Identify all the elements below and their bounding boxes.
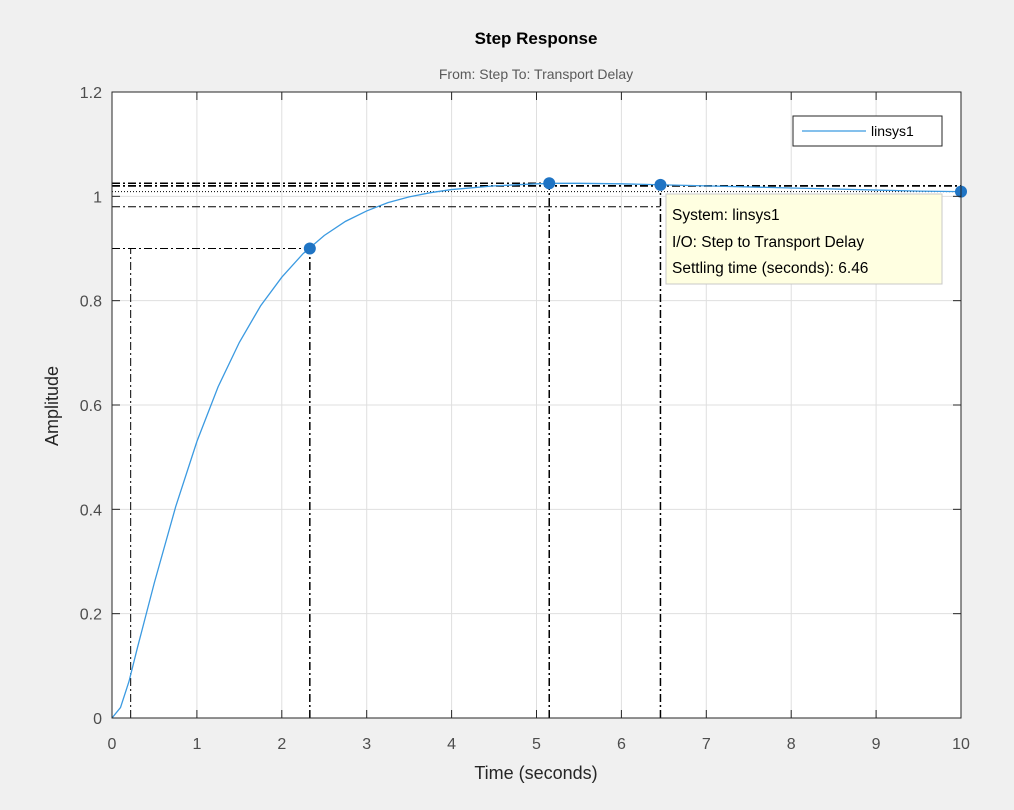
x-tick-label: 0 [108, 736, 117, 753]
chart-title: Step Response [475, 29, 598, 48]
chart-subtitle: From: Step To: Transport Delay [439, 66, 633, 82]
x-axis-label: Time (seconds) [474, 763, 597, 783]
x-tick-label: 6 [617, 736, 626, 753]
y-tick-labels: 0 0.2 0.4 0.6 0.8 1 1.2 [80, 85, 102, 728]
series-line-linsys1 [111, 182, 962, 719]
datatip-line-io: I/O: Step to Transport Delay [672, 234, 864, 251]
datatip-line-settling: Settling time (seconds): 6.46 [672, 260, 868, 277]
x-tick-label: 3 [362, 736, 371, 753]
x-tick-label: 1 [192, 736, 201, 753]
y-tick-label: 1 [93, 189, 102, 206]
data-marker [543, 177, 556, 190]
y-tick-label: 1.2 [80, 85, 102, 102]
y-tick-label: 0 [93, 711, 102, 728]
datatip-box [665, 193, 943, 285]
datatip-line-system: System: linsys1 [672, 207, 780, 224]
grid-lines [112, 92, 961, 718]
legend[interactable]: linsys1 [792, 115, 943, 147]
x-tick-label: 9 [872, 736, 881, 753]
x-tick-labels: 0 1 2 3 4 5 6 7 8 9 10 [108, 736, 970, 753]
data-marker [303, 242, 316, 255]
y-tick-label: 0.6 [80, 398, 102, 415]
datatip[interactable]: System: linsys1 I/O: Step to Transport D… [665, 193, 943, 285]
tick-marks [111, 91, 962, 719]
y-tick-label: 0.2 [80, 607, 102, 624]
series-layer [111, 182, 962, 719]
y-tick-label: 0.8 [80, 294, 102, 311]
x-tick-label: 10 [952, 736, 970, 753]
x-tick-label: 8 [787, 736, 796, 753]
y-axis-label: Amplitude [42, 366, 62, 446]
x-tick-label: 7 [702, 736, 711, 753]
data-marker [654, 178, 667, 191]
x-tick-label: 2 [277, 736, 286, 753]
x-tick-label: 4 [447, 736, 456, 753]
characteristic-lines [112, 182, 961, 718]
y-tick-label: 0.4 [80, 502, 102, 519]
legend-label: linsys1 [871, 123, 914, 139]
x-tick-label: 5 [532, 736, 541, 753]
